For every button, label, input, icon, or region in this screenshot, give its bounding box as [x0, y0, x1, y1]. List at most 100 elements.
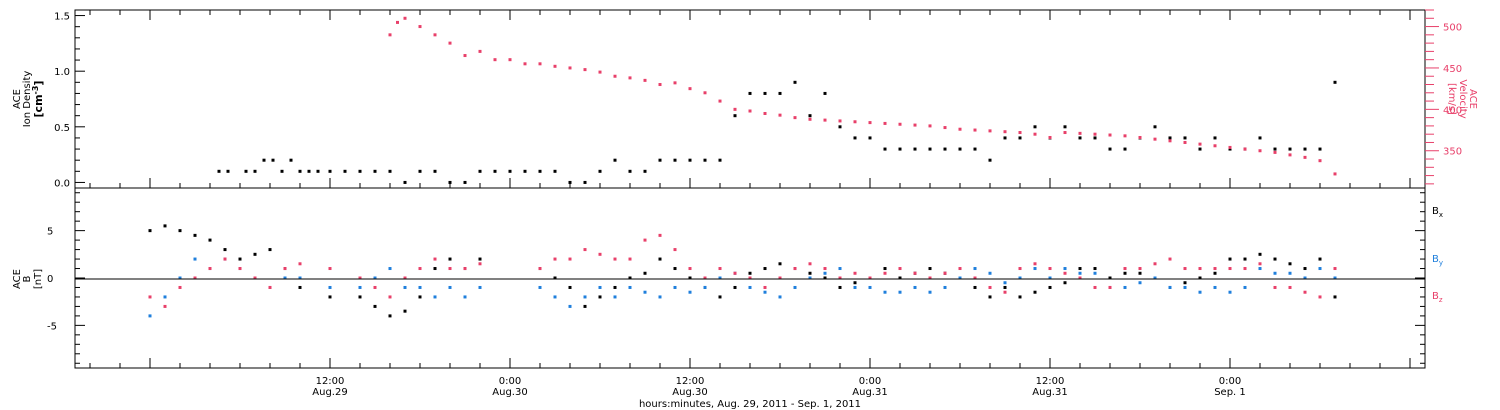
- bx-point: [1288, 262, 1292, 266]
- bx-point: [1078, 267, 1082, 271]
- velocity-point: [793, 116, 797, 120]
- by-point: [1018, 276, 1022, 280]
- bx-point: [1123, 271, 1127, 275]
- bx-point: [568, 285, 572, 289]
- density-point: [658, 158, 662, 162]
- density-point: [748, 91, 752, 95]
- bx-point: [748, 271, 752, 275]
- by-point: [193, 257, 197, 261]
- bx-point: [373, 304, 377, 308]
- density-point: [1273, 147, 1277, 151]
- legend-bx: Bx: [1432, 206, 1443, 219]
- by-point: [568, 304, 572, 308]
- velocity-point: [1198, 142, 1202, 146]
- density-point: [373, 169, 377, 173]
- bx-point: [328, 295, 332, 299]
- bx-point: [1303, 267, 1307, 271]
- bx-point: [1198, 276, 1202, 280]
- bz-point: [178, 285, 182, 289]
- bz-point: [538, 267, 542, 271]
- by-point: [808, 276, 812, 280]
- bz-point: [718, 267, 722, 271]
- density-point: [280, 169, 284, 173]
- by-point: [388, 267, 392, 271]
- velocity-point: [643, 78, 647, 82]
- bx-point: [1228, 257, 1232, 261]
- top-panel-frame: [74, 9, 1426, 189]
- density-point: [898, 147, 902, 151]
- density-point: [253, 169, 257, 173]
- velocity-point: [1213, 144, 1217, 148]
- density-point: [883, 147, 887, 151]
- bz-point: [973, 276, 977, 280]
- by-point: [1318, 267, 1322, 271]
- velocity-point: [1228, 145, 1232, 149]
- bx-point: [898, 276, 902, 280]
- velocity-point: [613, 74, 617, 78]
- bz-point: [898, 267, 902, 271]
- density-point: [343, 169, 347, 173]
- density-point: [703, 158, 707, 162]
- by-point: [1003, 281, 1007, 285]
- density-point: [217, 169, 221, 173]
- bz-point: [1243, 267, 1247, 271]
- velocity-point: [523, 62, 527, 66]
- bx-point: [883, 267, 887, 271]
- by-point: [778, 295, 782, 299]
- density-point: [673, 158, 677, 162]
- velocity-point: [1018, 131, 1022, 135]
- bottom-ylabel-line3: [nT]: [33, 269, 44, 289]
- bx-point: [358, 295, 362, 299]
- bz-point: [1273, 285, 1277, 289]
- bx-point: [973, 285, 977, 289]
- density-point: [1093, 136, 1097, 140]
- velocity-point: [958, 127, 962, 131]
- density-point: [403, 180, 407, 184]
- bz-point: [1138, 267, 1142, 271]
- top-right-y-ticks: 350 400 450 500: [1425, 9, 1462, 185]
- bx-point: [643, 271, 647, 275]
- x-tick-label-date: Aug.30: [672, 387, 707, 398]
- velocity-point: [823, 118, 827, 122]
- bz-point: [928, 276, 932, 280]
- top-right-ylabel: ACE Velocity [km/s]: [1446, 79, 1478, 118]
- velocity-point: [748, 109, 752, 113]
- density-point: [493, 169, 497, 173]
- by-point: [1303, 276, 1307, 280]
- bz-point: [583, 248, 587, 252]
- density-point: [418, 169, 422, 173]
- by-point: [1273, 271, 1277, 275]
- top-left-ylabel-line3: [cm-3]: [31, 81, 45, 118]
- bz-point: [733, 271, 737, 275]
- bx-series: [148, 224, 1337, 318]
- by-point: [988, 271, 992, 275]
- bx-point: [1213, 271, 1217, 275]
- bx-point: [163, 224, 167, 228]
- bx-point: [613, 285, 617, 289]
- x-tick-label-date: Sep. 1: [1214, 387, 1246, 398]
- by-point: [868, 285, 872, 289]
- bz-point: [628, 257, 632, 261]
- velocity-point: [448, 41, 452, 45]
- bx-point: [1033, 290, 1037, 294]
- by-point: [928, 290, 932, 294]
- bx-point: [1333, 295, 1337, 299]
- density-point: [1168, 136, 1172, 140]
- bz-point: [208, 267, 212, 271]
- bottom-ylabel-line2: B: [22, 275, 33, 282]
- bz-point: [148, 295, 152, 299]
- velocity-point: [898, 122, 902, 126]
- bz-point: [703, 276, 707, 280]
- by-point: [718, 276, 722, 280]
- bz-point: [748, 276, 752, 280]
- x-tick-label-date: Aug.30: [492, 387, 527, 398]
- density-point: [1288, 147, 1292, 151]
- velocity-point: [658, 83, 662, 87]
- density-point: [463, 180, 467, 184]
- by-point: [328, 285, 332, 289]
- bx-point: [448, 257, 452, 261]
- density-point: [328, 169, 332, 173]
- bz-point: [1288, 285, 1292, 289]
- by-point: [178, 276, 182, 280]
- bz-point: [868, 276, 872, 280]
